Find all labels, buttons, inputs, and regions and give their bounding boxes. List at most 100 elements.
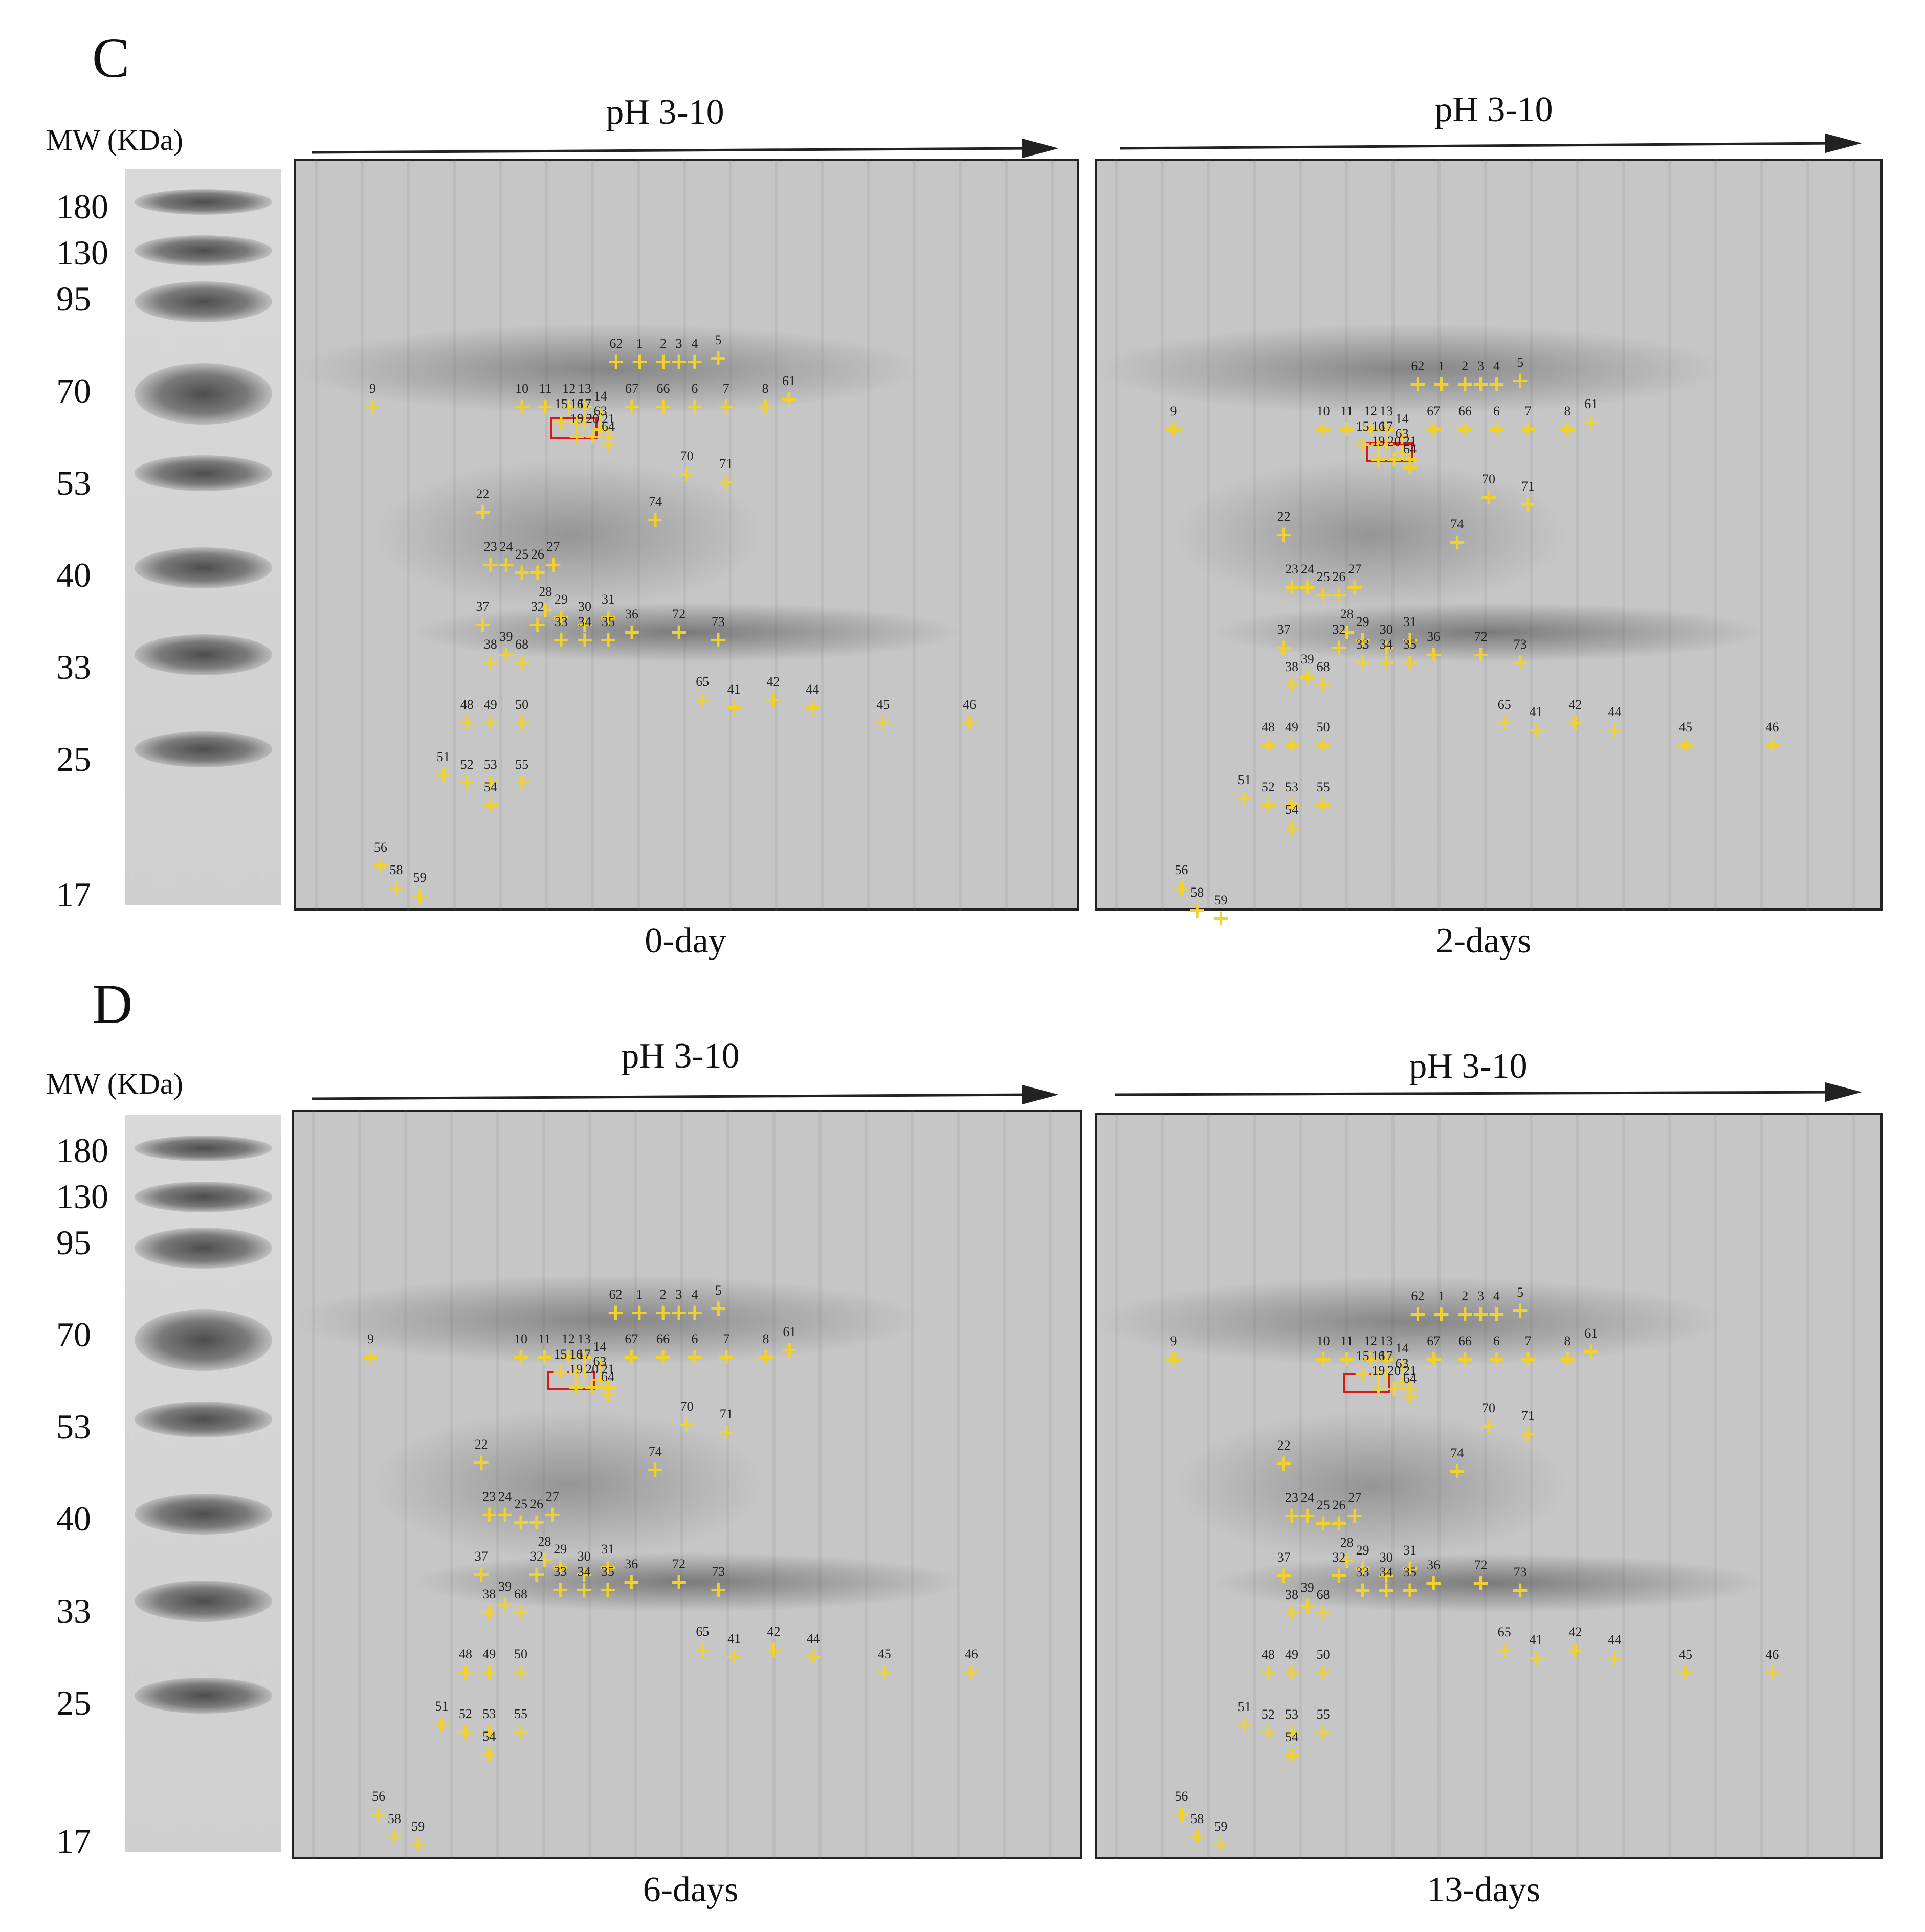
spot-label: 54 xyxy=(1285,802,1298,817)
spot-marker xyxy=(1343,576,1366,598)
spot-label: 41 xyxy=(1529,1632,1543,1647)
mw-tick: 33 xyxy=(56,648,91,686)
spot-label: 2 xyxy=(1462,359,1469,373)
spot-marker xyxy=(479,712,502,734)
spot-marker xyxy=(691,689,714,711)
spot-label: 25 xyxy=(515,546,529,562)
spot-label: 41 xyxy=(727,682,741,697)
spot-marker xyxy=(550,629,572,651)
spot-label: 46 xyxy=(964,1646,978,1661)
spot-label: 1 xyxy=(636,1286,643,1302)
spot-label: 72 xyxy=(672,1556,686,1571)
spot-label: 22 xyxy=(1277,1438,1291,1453)
spot-marker xyxy=(1761,1661,1783,1684)
spot-label: 74 xyxy=(648,1444,662,1459)
spot-marker xyxy=(597,629,619,651)
spot-label: 42 xyxy=(1568,1625,1582,1640)
spot-marker xyxy=(1375,1579,1398,1602)
spot-marker xyxy=(1485,1348,1508,1370)
spot-marker xyxy=(1674,1661,1697,1684)
spot-label: 65 xyxy=(696,674,710,690)
spot-label: 27 xyxy=(1348,561,1362,576)
spot-label: 13 xyxy=(1379,1333,1393,1348)
spot-marker xyxy=(541,1503,564,1526)
spot-marker xyxy=(478,1743,500,1766)
spot-label: 33 xyxy=(554,1564,567,1579)
spot-label: 34 xyxy=(1379,1565,1393,1580)
spot-marker xyxy=(431,1713,453,1736)
spot-marker xyxy=(605,350,627,373)
spot-marker xyxy=(456,771,478,794)
spot-marker xyxy=(1399,651,1421,674)
spot-label: 10 xyxy=(1316,1333,1330,1348)
spot-label: 46 xyxy=(963,697,977,712)
spot-label: 41 xyxy=(727,1631,741,1647)
spot-label: 34 xyxy=(577,1564,591,1579)
ladder-band xyxy=(135,235,272,266)
spot-marker xyxy=(510,1661,532,1683)
spot-label: 11 xyxy=(539,381,552,396)
spot-label: 72 xyxy=(1474,1557,1488,1572)
spot-marker xyxy=(1186,899,1208,922)
mw-tick: 40 xyxy=(56,556,91,594)
spot-marker xyxy=(1509,651,1532,674)
ph-label-c-right: pH 3-10 xyxy=(1434,90,1553,129)
spot-label: 12 xyxy=(1364,1333,1377,1348)
spot-label: 32 xyxy=(1332,621,1346,637)
spot-marker xyxy=(1509,1299,1532,1322)
spot-marker xyxy=(644,1458,667,1481)
spot-marker xyxy=(1280,1744,1303,1766)
spot-marker xyxy=(801,696,824,719)
spot-label: 73 xyxy=(712,1564,725,1579)
spot-label: 31 xyxy=(602,591,615,607)
spot-label: 62 xyxy=(609,336,623,351)
spot-marker xyxy=(1477,486,1500,508)
spot-marker xyxy=(691,1638,714,1661)
spot-marker xyxy=(1517,493,1539,516)
spot-label: 70 xyxy=(1482,471,1495,486)
spot-marker xyxy=(621,621,643,643)
spot-label: 59 xyxy=(1214,1818,1228,1834)
spot-marker xyxy=(1233,787,1256,809)
spot-label: 11 xyxy=(1340,404,1354,419)
spot-label: 74 xyxy=(1450,1445,1464,1460)
mw-tick: 180 xyxy=(56,187,108,226)
spot-label: 39 xyxy=(498,1579,512,1594)
spot-marker xyxy=(1280,816,1303,839)
spot-label: 61 xyxy=(1584,1326,1598,1341)
spot-label: 45 xyxy=(1679,1647,1692,1662)
spot-label: 71 xyxy=(1521,479,1535,494)
mw-tick: 130 xyxy=(56,1177,108,1216)
spot-marker xyxy=(362,395,384,418)
caption-2-days: 2-days xyxy=(1435,921,1532,961)
spot-marker xyxy=(723,1646,745,1668)
spot-marker xyxy=(668,621,690,643)
spot-label: 54 xyxy=(482,1728,496,1744)
spot-label: 34 xyxy=(1379,636,1393,652)
caption-6-days: 6-days xyxy=(643,1870,739,1909)
spot-marker xyxy=(1517,1348,1539,1370)
spot-marker xyxy=(668,1571,690,1593)
spot-label: 31 xyxy=(601,1541,614,1557)
spot-marker xyxy=(1399,456,1421,478)
mw-tick: 17 xyxy=(56,1822,91,1860)
spot-label: 25 xyxy=(1316,569,1330,584)
spot-marker xyxy=(621,395,643,418)
spot-label: 11 xyxy=(1340,1333,1354,1348)
spot-label: 42 xyxy=(766,674,780,690)
spot-label: 29 xyxy=(554,1541,567,1557)
spot-label: 63 xyxy=(593,404,607,419)
spot-label: 5 xyxy=(1517,354,1524,370)
spot-marker xyxy=(628,350,651,373)
spot-label: 52 xyxy=(1261,1706,1275,1722)
spot-label: 30 xyxy=(578,599,591,614)
spot-marker xyxy=(1517,418,1539,440)
spot-label: 37 xyxy=(1277,1550,1291,1565)
spot-label: 53 xyxy=(1285,1706,1298,1722)
spot-marker xyxy=(596,1384,619,1406)
spot-marker xyxy=(385,877,408,899)
spot-marker xyxy=(1564,1639,1586,1661)
spot-marker xyxy=(1162,1348,1185,1370)
spot-label: 59 xyxy=(411,1818,425,1834)
spot-label: 49 xyxy=(1285,1647,1298,1662)
